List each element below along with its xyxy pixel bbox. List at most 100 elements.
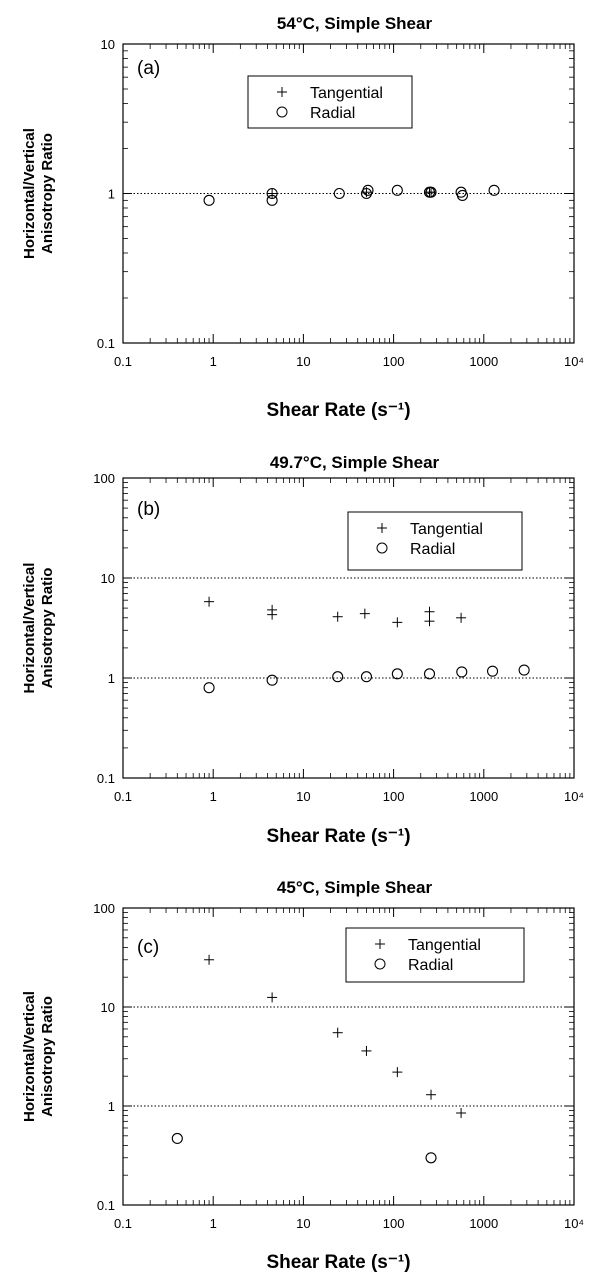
- y-tick-label: 0.1: [97, 1198, 115, 1213]
- x-tick-label: 1: [210, 789, 217, 804]
- x-tick-label: 1000: [469, 354, 498, 369]
- chart-title: 49.7°C, Simple Shear: [270, 453, 440, 472]
- panel-label: (b): [137, 499, 160, 520]
- y-tick-label: 100: [93, 901, 115, 916]
- data-point-tangential: [204, 596, 215, 607]
- chart-panel-a: 54°C, Simple Shear 0.1 1 10 100 1000 10⁴ 0.1 1 10…: [21, 14, 584, 421]
- x-tick-label: 100: [383, 1216, 405, 1231]
- data-point-radial: [488, 184, 500, 196]
- legend-marker-circle: [374, 958, 386, 970]
- x-tick-label: 0.1: [114, 1216, 132, 1231]
- data-point-radial: [486, 665, 499, 677]
- data-point-radial: [333, 187, 345, 200]
- data-point-radial: [456, 189, 469, 202]
- data-point-tangential: [424, 606, 435, 617]
- data-point-tangential: [204, 954, 215, 965]
- data-point-radial: [423, 668, 436, 680]
- plot-frame: [122, 477, 575, 779]
- data-point-radial: [171, 1132, 183, 1145]
- data-point-tangential: [361, 1045, 372, 1056]
- y-tick-label: 0.1: [97, 771, 115, 786]
- data-point-radial: [425, 186, 437, 198]
- y-tick-label: 100: [93, 471, 115, 486]
- data-point-tangential: [332, 1027, 343, 1038]
- legend-entry-radial: Radial: [310, 105, 355, 122]
- x-tick-label: 1000: [469, 1216, 498, 1231]
- data-point-radial: [425, 1152, 437, 1164]
- legend-entry-tangential: Tangential: [310, 85, 383, 102]
- chart-title: 45°C, Simple Shear: [277, 878, 433, 897]
- data-point-radial: [360, 671, 372, 683]
- x-tick-label: 100: [383, 789, 405, 804]
- y-tick-label: 10: [101, 1000, 115, 1015]
- y-axis-label: Horizontal/Vertical Anisotropy Ratio: [21, 128, 56, 259]
- x-tick-label: 10: [296, 1216, 310, 1231]
- data-point-radial: [266, 674, 278, 686]
- x-tick-label: 100: [383, 354, 405, 369]
- x-axis-label: Shear Rate (s⁻¹): [266, 400, 410, 421]
- data-point-tangential: [392, 1067, 403, 1078]
- data-point-radial: [362, 184, 374, 196]
- legend-box: [345, 927, 525, 983]
- x-tick-label: 0.1: [114, 354, 132, 369]
- x-tick-label: 10: [296, 354, 310, 369]
- data-point-radial: [203, 194, 215, 206]
- data-point-radial: [456, 666, 468, 678]
- x-tick-label: 0.1: [114, 789, 132, 804]
- legend-marker-circle: [276, 106, 288, 118]
- y-tick-label: 0.1: [97, 336, 115, 351]
- data-point-radial: [266, 187, 278, 200]
- y-axis-label-line1: Horizontal/Vertical: [21, 563, 38, 694]
- data-point-tangential: [424, 616, 435, 627]
- data-point-radial: [391, 184, 403, 196]
- data-point-tangential: [392, 617, 403, 628]
- y-axis-label-line1: Horizontal/Vertical: [21, 991, 38, 1122]
- y-axis-label: Horizontal/Vertical Anisotropy Ratio: [21, 991, 56, 1122]
- data-point-radial: [203, 682, 215, 694]
- x-tick-label: 1000: [469, 789, 498, 804]
- data-point-radial: [332, 671, 344, 683]
- x-tick-label: 1: [210, 1216, 217, 1231]
- y-axis-label-line2: Anisotropy Ratio: [39, 133, 56, 254]
- data-point-tangential: [332, 611, 343, 622]
- y-tick-label: 1: [108, 671, 115, 686]
- data-point-tangential: [267, 604, 278, 615]
- legend-box: [347, 511, 523, 571]
- y-tick-label: 10: [101, 37, 115, 52]
- legend-entry-tangential: Tangential: [410, 521, 483, 538]
- data-point-radial: [266, 194, 278, 206]
- y-tick-label: 1: [108, 187, 115, 202]
- x-tick-label: 1: [210, 354, 217, 369]
- data-point-radial: [518, 664, 530, 676]
- y-tick-label: 10: [101, 571, 115, 586]
- y-axis-label-line1: Horizontal/Vertical: [21, 128, 38, 259]
- x-tick-label: 10: [296, 789, 310, 804]
- chart-panel-c: 45°C, Simple Shear 0.1 1 10 100 1000 10⁴ 0.1 1 10…: [21, 878, 584, 1273]
- x-axis-label: Shear Rate (s⁻¹): [266, 826, 410, 847]
- y-axis-label-line2: Anisotropy Ratio: [39, 996, 56, 1117]
- chart-title: 54°C, Simple Shear: [277, 14, 433, 33]
- x-tick-label: 10⁴: [564, 1216, 584, 1231]
- legend-entry-tangential: Tangential: [408, 937, 481, 954]
- legend-entry-radial: Radial: [410, 541, 455, 558]
- x-tick-label: 10⁴: [564, 789, 584, 804]
- data-point-tangential: [267, 992, 278, 1003]
- data-point-tangential: [456, 1107, 467, 1118]
- panel-label: (c): [137, 937, 159, 958]
- chart-panel-b: 49.7°C, Simple Shear 0.1 1 10 100 1000 10⁴ 0.1 1…: [21, 453, 584, 847]
- panel-label: (a): [137, 58, 160, 79]
- legend-marker-circle: [376, 542, 388, 554]
- data-point-radial: [391, 668, 403, 680]
- data-point-tangential: [359, 608, 370, 619]
- legend-box: [247, 75, 413, 129]
- data-point-tangential: [456, 612, 467, 623]
- x-axis-label: Shear Rate (s⁻¹): [266, 1252, 410, 1273]
- y-axis-label-line2: Anisotropy Ratio: [39, 568, 56, 689]
- data-point-tangential: [426, 1089, 437, 1100]
- x-tick-label: 10⁴: [564, 354, 584, 369]
- legend-entry-radial: Radial: [408, 957, 453, 974]
- data-point-tangential: [267, 188, 278, 199]
- y-axis-label: Horizontal/Vertical Anisotropy Ratio: [21, 563, 56, 694]
